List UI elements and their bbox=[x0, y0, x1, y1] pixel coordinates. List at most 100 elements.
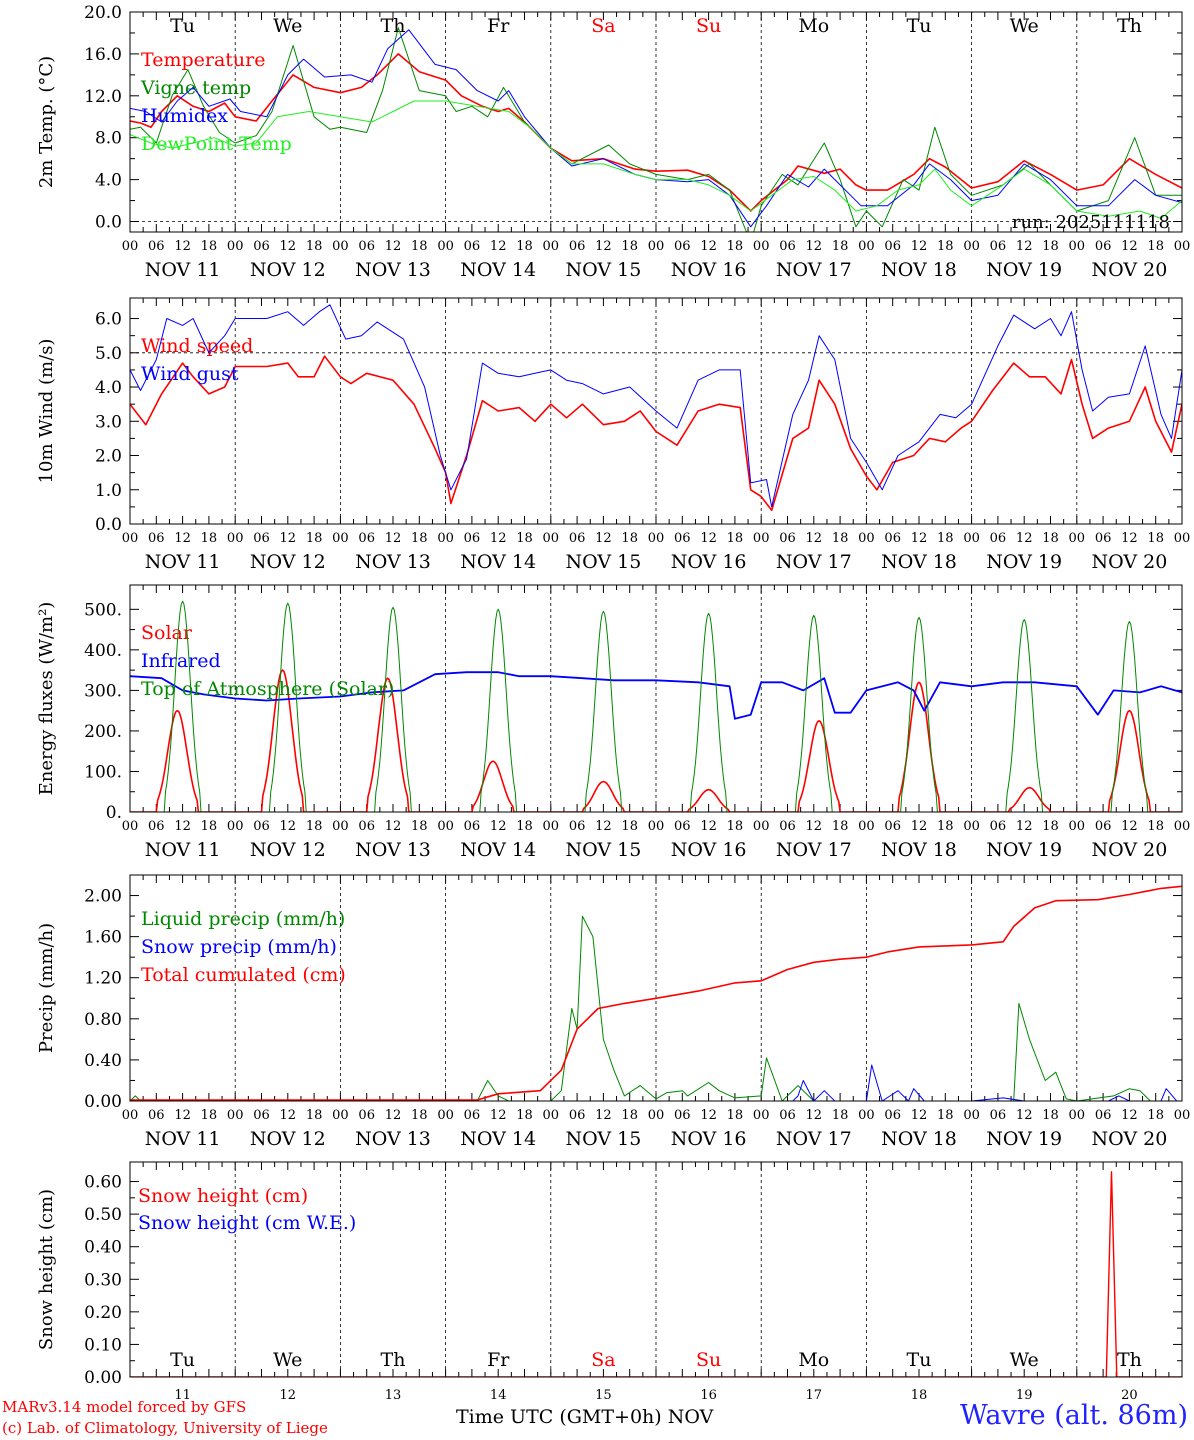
y-tick-label: 0. bbox=[106, 803, 122, 823]
hour-label: 12 bbox=[1016, 531, 1033, 546]
hour-label: 12 bbox=[700, 531, 717, 546]
hour-label: 06 bbox=[358, 1108, 375, 1123]
hour-label: 06 bbox=[884, 819, 901, 834]
y-tick-label: 6.0 bbox=[95, 310, 122, 330]
hour-label: 06 bbox=[253, 531, 270, 546]
weekday-label: Tu bbox=[170, 1349, 195, 1371]
hour-label: 18 bbox=[621, 239, 638, 254]
hour-label: 18 bbox=[727, 819, 744, 834]
hour-label: 18 bbox=[1042, 1108, 1059, 1123]
hour-label: 00 bbox=[122, 1108, 139, 1123]
y-tick-label: 300. bbox=[84, 681, 122, 701]
day-label: NOV 11 bbox=[145, 839, 221, 861]
hour-label: 00 bbox=[122, 531, 139, 546]
day-label: NOV 17 bbox=[776, 1128, 852, 1150]
hour-label: 18 bbox=[306, 239, 323, 254]
day-label: NOV 14 bbox=[460, 839, 536, 861]
hour-label: 18 bbox=[1147, 239, 1164, 254]
day-number: 20 bbox=[1121, 1388, 1138, 1403]
day-label: NOV 16 bbox=[671, 1128, 747, 1150]
hour-label: 12 bbox=[490, 239, 507, 254]
day-label: NOV 18 bbox=[881, 259, 957, 281]
day-number: 15 bbox=[595, 1388, 612, 1403]
hour-label: 12 bbox=[595, 1108, 612, 1123]
day-label: NOV 18 bbox=[881, 551, 957, 573]
hour-label: 18 bbox=[411, 239, 428, 254]
hour-label: 12 bbox=[806, 1108, 823, 1123]
hour-label: 12 bbox=[280, 531, 297, 546]
hour-label: 18 bbox=[832, 531, 849, 546]
hour-label: 00 bbox=[858, 1108, 875, 1123]
weekday-label: Sa bbox=[591, 1349, 615, 1371]
hour-label: 00 bbox=[1069, 1108, 1086, 1123]
hour-label: 00 bbox=[122, 819, 139, 834]
hour-label: 06 bbox=[990, 819, 1007, 834]
hour-label: 18 bbox=[937, 239, 954, 254]
station-name: Wavre (alt. 86m) bbox=[960, 1400, 1188, 1431]
day-label: NOV 17 bbox=[776, 551, 852, 573]
legend-entry: Total cumulated (cm) bbox=[141, 964, 346, 986]
hour-label: 12 bbox=[385, 819, 402, 834]
hour-label: 00 bbox=[1069, 239, 1086, 254]
hour-label: 06 bbox=[253, 239, 270, 254]
day-label: NOV 11 bbox=[145, 259, 221, 281]
hour-label: 06 bbox=[148, 531, 165, 546]
hour-label: 12 bbox=[385, 239, 402, 254]
day-number: 18 bbox=[911, 1388, 928, 1403]
y-tick-label: 3.0 bbox=[95, 412, 122, 432]
hour-label: 18 bbox=[516, 1108, 533, 1123]
hour-label: 00 bbox=[227, 531, 244, 546]
day-label: NOV 12 bbox=[250, 551, 326, 573]
model-credit: MARv3.14 model forced by GFS bbox=[2, 1398, 247, 1416]
legend-entry: Snow precip (mm/h) bbox=[141, 936, 337, 958]
hour-label: 12 bbox=[1016, 819, 1033, 834]
hour-label: 06 bbox=[779, 531, 796, 546]
hour-label: 18 bbox=[832, 819, 849, 834]
hour-label: 18 bbox=[201, 1108, 218, 1123]
panel-temp: 0.0 4.0 8.0 12.0 16.0 20.0 2m Temp. (°C) Temper… bbox=[36, 3, 1190, 281]
hour-label: 00 bbox=[543, 819, 560, 834]
hour-label: 18 bbox=[1042, 531, 1059, 546]
hour-label: 12 bbox=[1121, 819, 1138, 834]
hour-label: 06 bbox=[1095, 531, 1112, 546]
hour-label: 18 bbox=[516, 239, 533, 254]
y-tick-label: 4.0 bbox=[95, 378, 122, 398]
hour-label: 18 bbox=[516, 819, 533, 834]
panel-wind: 0.0 1.0 2.0 3.0 4.0 5.0 6.0 10m Wind (m/s) Wind … bbox=[36, 297, 1190, 573]
y-axis-label: Snow height (cm) bbox=[36, 1189, 57, 1350]
hour-label: 06 bbox=[569, 239, 586, 254]
y-tick-label: 12.0 bbox=[84, 87, 122, 107]
day-label: NOV 16 bbox=[671, 551, 747, 573]
y-tick-label: 1.60 bbox=[84, 928, 122, 948]
day-label: NOV 17 bbox=[776, 259, 852, 281]
y-axis-label: 2m Temp. (°C) bbox=[36, 56, 57, 188]
legend-entry: Vigne temp bbox=[140, 77, 251, 99]
y-tick-label: 0.40 bbox=[84, 1051, 122, 1071]
weekday-label: Fr bbox=[487, 1349, 510, 1371]
y-tick-label: 100. bbox=[84, 762, 122, 782]
legend-entry: Wind gust bbox=[141, 363, 239, 385]
legend-entry: Snow height (cm W.E.) bbox=[138, 1212, 356, 1234]
day-label: NOV 13 bbox=[355, 259, 431, 281]
panel-energy: 0. 100. 200. 300. 400. 500. Energy fluxes (W/m… bbox=[36, 584, 1190, 861]
hour-label: 06 bbox=[1095, 239, 1112, 254]
hour-label: 00 bbox=[858, 819, 875, 834]
hour-label: 06 bbox=[253, 819, 270, 834]
day-label: NOV 12 bbox=[250, 839, 326, 861]
hour-label: 00 bbox=[332, 819, 349, 834]
y-tick-label: 0.30 bbox=[84, 1270, 122, 1290]
y-tick-label: 500. bbox=[84, 600, 122, 620]
hour-label: 12 bbox=[700, 1108, 717, 1123]
hour-label: 06 bbox=[148, 1108, 165, 1123]
y-tick-label: 0.40 bbox=[84, 1238, 122, 1258]
hour-label: 18 bbox=[411, 1108, 428, 1123]
hour-label: 06 bbox=[569, 1108, 586, 1123]
panel-precip: 0.00 0.40 0.80 1.20 1.60 2.00 Precip (mm/h) Liq… bbox=[36, 874, 1190, 1150]
y-tick-label: 1.20 bbox=[84, 969, 122, 989]
series-line-snow-0 bbox=[130, 1171, 1182, 1377]
hour-label: 00 bbox=[543, 239, 560, 254]
day-label: NOV 19 bbox=[986, 551, 1062, 573]
weekday-label: Th bbox=[381, 15, 406, 37]
hour-label: 06 bbox=[464, 1108, 481, 1123]
hour-label: 00 bbox=[648, 819, 665, 834]
